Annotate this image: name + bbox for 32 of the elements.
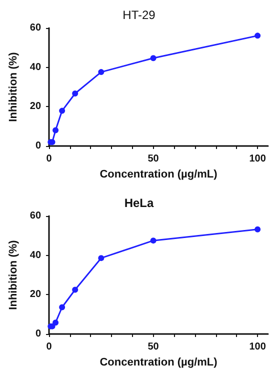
x-tick-label: 50: [148, 342, 160, 352]
point: [98, 69, 104, 76]
x-tick-label: 100: [249, 154, 266, 164]
x-tick-label: 0: [46, 154, 52, 164]
y-tick-label: 0: [35, 328, 42, 340]
y-axis-title: Inhibition (%): [8, 52, 20, 122]
point: [72, 90, 78, 96]
chart-title: HeLa: [124, 196, 154, 210]
point: [59, 108, 66, 114]
y-axis-title: Inhibition (%): [8, 240, 20, 310]
y-tick-label: 20: [30, 289, 42, 300]
y-tick-label: 0: [35, 140, 42, 152]
point: [52, 320, 59, 326]
y-tick-label: 60: [30, 22, 42, 34]
point: [254, 32, 261, 39]
point: [150, 238, 156, 244]
x-tick-label: 50: [148, 154, 160, 164]
point: [52, 127, 59, 134]
y-tick-label: 20: [30, 101, 42, 112]
x-axis-title: Concentration (µg/mL): [100, 356, 218, 368]
point: [98, 255, 104, 262]
point: [59, 304, 66, 310]
y-tick-label: 60: [30, 210, 42, 222]
point: [72, 286, 78, 293]
chart-title: HT-29: [122, 8, 156, 22]
y-tick-label: 40: [30, 250, 42, 261]
point: [150, 55, 156, 62]
point: [254, 226, 261, 232]
y-tick-label: 40: [30, 62, 42, 73]
x-tick-label: 0: [46, 342, 52, 352]
x-axis-title: Concentration (µg/mL): [100, 168, 218, 180]
x-tick-label: 100: [249, 342, 266, 352]
